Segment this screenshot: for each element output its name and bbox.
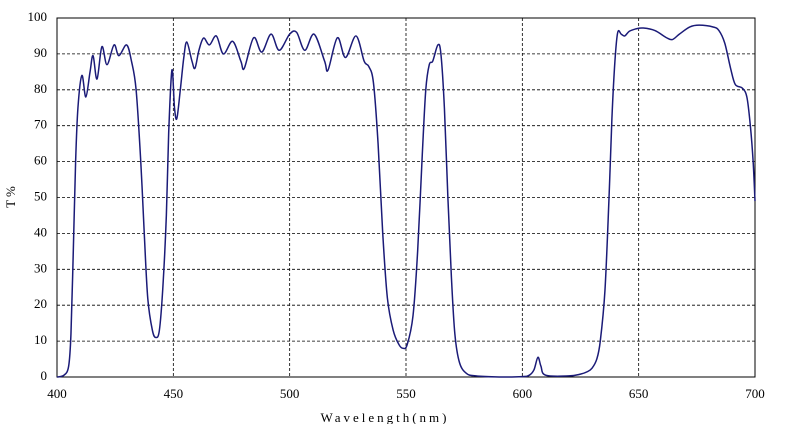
y-tick-label: 80: [34, 81, 47, 96]
x-tick-label: 400: [47, 386, 67, 401]
y-tick-label: 100: [28, 9, 48, 24]
x-tick-label: 650: [629, 386, 649, 401]
y-axis-label: T %: [3, 186, 18, 208]
y-tick-label: 40: [34, 224, 47, 239]
x-tick-label: 550: [396, 386, 416, 401]
y-tick-label: 0: [41, 368, 48, 383]
y-tick-label: 70: [34, 117, 47, 132]
y-tick-label: 90: [34, 45, 47, 60]
x-tick-label: 450: [164, 386, 184, 401]
y-tick-label: 10: [34, 332, 47, 347]
x-tick-label: 700: [745, 386, 765, 401]
y-tick-label: 60: [34, 153, 47, 168]
y-tick-label: 20: [34, 296, 47, 311]
y-tick-label: 30: [34, 260, 47, 275]
spectrum-line: [56, 24, 756, 378]
x-tick-label: 500: [280, 386, 300, 401]
x-tick-label: 600: [513, 386, 533, 401]
y-tick-label: 50: [34, 188, 47, 203]
x-axis-label: Wavelength(nm): [320, 410, 449, 424]
